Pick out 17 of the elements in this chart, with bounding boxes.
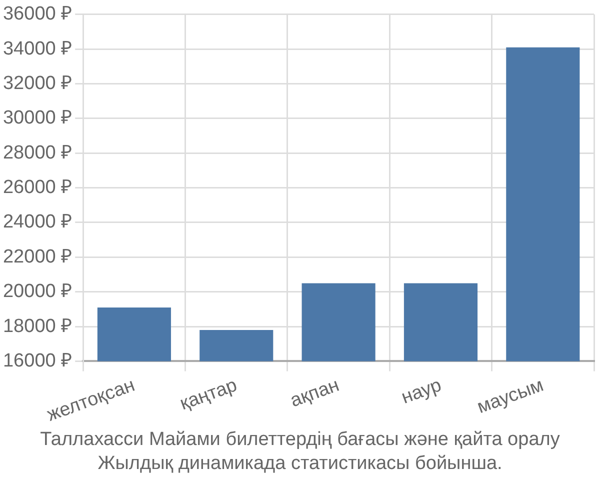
x-tick-label: маусым — [474, 374, 546, 418]
x-tick-label: қаңтар — [177, 374, 240, 415]
y-tick-label: 22000 ₽ — [2, 246, 72, 268]
y-tick-label: 28000 ₽ — [2, 142, 72, 164]
y-tick-label: 24000 ₽ — [2, 212, 72, 233]
text: Таллахасси Майами билеттердің бағасы және қайта оралу — [39, 428, 561, 452]
y-tick-label: 16000 ₽ — [2, 350, 72, 372]
y-tick-label: 34000 ₽ — [2, 38, 72, 60]
y-tick-label: 26000 ₽ — [2, 177, 72, 198]
y-tick-label: 30000 ₽ — [2, 108, 72, 129]
y-tick-label: 18000 ₽ — [2, 316, 72, 337]
text: Жылдық динамикада статистикасы бойынша. — [96, 452, 504, 476]
y-tick-label: 36000 ₽ — [2, 4, 72, 25]
y-tick-label: 32000 ₽ — [2, 73, 72, 94]
x-tick-label: наур — [398, 374, 444, 408]
y-tick-label: 20000 ₽ — [2, 281, 72, 302]
x-tick-label: ақпан — [288, 374, 342, 412]
